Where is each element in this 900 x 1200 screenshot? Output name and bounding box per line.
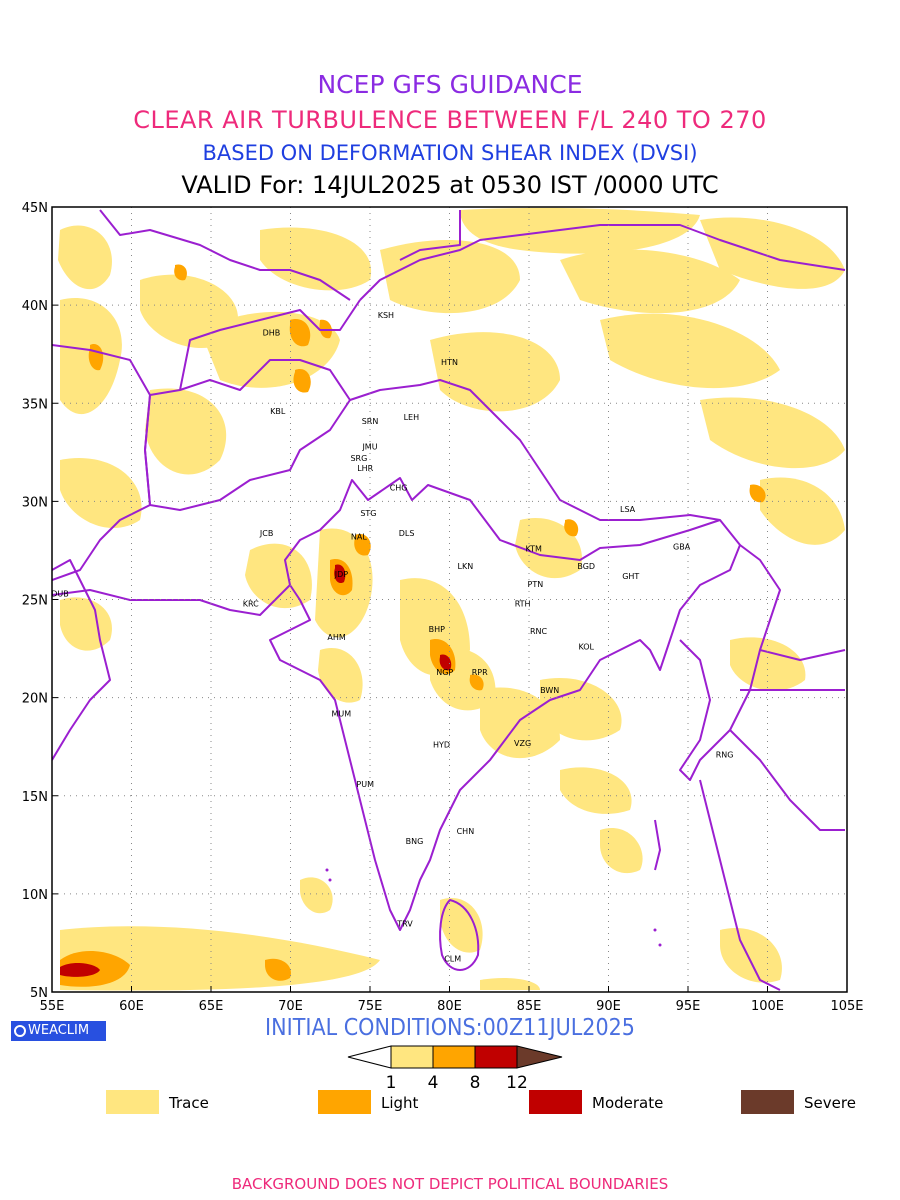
lon-tick-label: 80E — [437, 999, 462, 1014]
station-label-hyd: HYD — [433, 741, 450, 750]
station-label-ptn: PTN — [528, 580, 544, 589]
lat-tick-label: 10N — [22, 888, 48, 903]
colorbar-tick: 4 — [428, 1073, 439, 1093]
station-label-dls: DLS — [399, 529, 415, 538]
station-label-lsa: LSA — [620, 505, 636, 514]
station-label-ght: GHT — [622, 572, 639, 581]
badge-label: WEACLIM — [28, 1023, 90, 1038]
lon-tick-label: 85E — [517, 999, 542, 1014]
station-label-rnc: RNC — [530, 627, 548, 636]
station-label-chg: CHG — [390, 484, 408, 493]
colorbar-trace-band — [390, 1045, 434, 1069]
station-label-ahm: AHM — [327, 633, 345, 642]
station-label-trv: TRV — [396, 919, 413, 928]
station-label-krc: KRC — [243, 599, 259, 608]
station-label-kol: KOL — [578, 643, 594, 652]
station-label-clm: CLM — [444, 955, 461, 964]
lon-tick-label: 55E — [40, 999, 65, 1014]
station-label-stg: STG — [360, 509, 376, 518]
station-label-lhr: LHR — [357, 464, 373, 473]
turbulence-shading — [52, 207, 846, 991]
legend-swatch — [106, 1090, 159, 1114]
lat-tick-label: 15N — [22, 790, 48, 805]
title-product: CLEAR AIR TURBULENCE BETWEEN F/L 240 TO … — [133, 106, 767, 134]
station-label-jdp: JDP — [334, 570, 349, 579]
lat-tick-label: 30N — [22, 495, 48, 510]
lon-tick-label: 60E — [119, 999, 144, 1014]
station-label-kbl: KBL — [270, 407, 286, 416]
title-method: BASED ON DEFORMATION SHEAR INDEX (DVSI) — [202, 141, 698, 165]
legend-swatch — [529, 1090, 582, 1114]
station-label-ktm: KTM — [526, 544, 543, 553]
circle-logo-icon — [14, 1025, 26, 1037]
title-model: NCEP GFS GUIDANCE — [317, 70, 583, 99]
lon-tick-label: 70E — [278, 999, 303, 1014]
colorbar-moderate-band — [474, 1045, 518, 1069]
station-label-gba: GBA — [673, 543, 691, 552]
station-label-bgd: BGD — [577, 562, 595, 571]
lat-tick-label: 20N — [22, 692, 48, 707]
map-graticule — [52, 207, 847, 992]
station-label-lkn: LKN — [458, 562, 474, 571]
lon-tick-label: 90E — [596, 999, 621, 1014]
axis-ticks: 55E 60E 65E 70E 75E 80E 85E 90E 95E 100E 105E 5N 10N… — [22, 201, 864, 1014]
legend-label: Trace — [169, 1094, 209, 1112]
lon-tick-label: 75E — [358, 999, 383, 1014]
station-label-ngp: NGP — [436, 668, 453, 677]
lon-tick-label: 105E — [830, 999, 863, 1014]
lat-tick-label: 40N — [22, 299, 48, 314]
lat-tick-label: 5N — [30, 986, 48, 1001]
station-label-rng: RNG — [716, 751, 734, 760]
station-label-rpr: RPR — [472, 668, 488, 677]
lat-tick-label: 45N — [22, 201, 48, 216]
legend-swatch — [741, 1090, 794, 1114]
station-label-bhp: BHP — [429, 625, 446, 634]
legend-swatch — [318, 1090, 371, 1114]
station-label-nal: NAL — [351, 533, 367, 542]
station-label-chn: CHN — [457, 827, 475, 836]
lon-tick-label: 100E — [751, 999, 784, 1014]
initial-conditions: INITIAL CONDITIONS:00Z11JUL2025 — [265, 1015, 635, 1041]
station-label-jmu: JMU — [361, 442, 377, 451]
station-label-srg: SRG — [350, 454, 367, 463]
lat-tick-label: 25N — [22, 594, 48, 609]
station-label-mum: MUM — [332, 709, 352, 718]
colorbar-tick: 8 — [470, 1073, 481, 1093]
station-label-rth: RTH — [515, 599, 531, 608]
legend-label: Light — [381, 1094, 419, 1112]
weaclim-badge: WEACLIM — [11, 1021, 106, 1041]
lat-tick-label: 35N — [22, 397, 48, 412]
colorbar: 1 4 8 12 — [347, 1045, 563, 1093]
station-label-ksh: KSH — [378, 311, 394, 320]
station-label-dub: DUB — [51, 590, 69, 599]
legend-label: Severe — [804, 1094, 856, 1112]
lon-tick-label: 65E — [199, 999, 224, 1014]
station-label-jcb: JCB — [259, 529, 273, 538]
station-label-bwn: BWN — [540, 686, 559, 695]
station-label-dhb: DHB — [263, 329, 281, 338]
title-valid-time: VALID For: 14JUL2025 at 0530 IST /0000 U… — [181, 171, 719, 199]
lon-tick-label: 95E — [676, 999, 701, 1014]
colorbar-tick: 12 — [506, 1073, 528, 1093]
colorbar-severe-arrow — [516, 1045, 563, 1069]
station-label-vzg: VZG — [514, 739, 531, 748]
station-label-leh: LEH — [404, 413, 420, 422]
station-label-bng: BNG — [406, 837, 424, 846]
station-label-htn: HTN — [441, 358, 458, 367]
footer-disclaimer: BACKGROUND DOES NOT DEPICT POLITICAL BOU… — [231, 1175, 669, 1193]
legend-label: Moderate — [592, 1094, 664, 1112]
colorbar-below-arrow — [347, 1045, 392, 1069]
colorbar-light-band — [432, 1045, 476, 1069]
colorbar-tick: 1 — [386, 1073, 397, 1093]
station-label-srn: SRN — [362, 417, 379, 426]
station-label-pum: PUM — [356, 780, 374, 789]
